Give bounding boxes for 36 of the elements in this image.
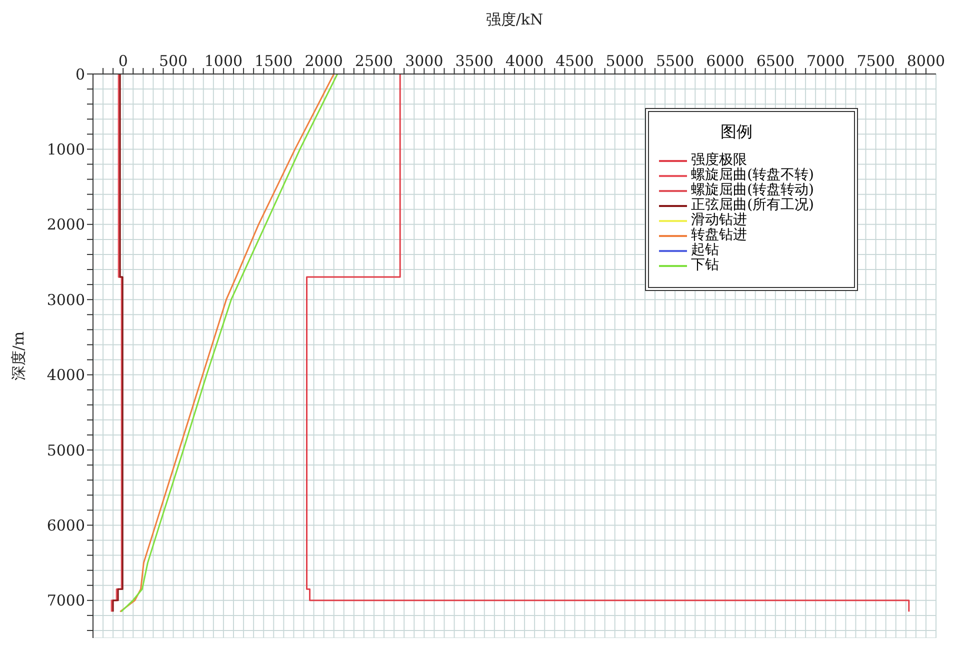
legend-label: 下钻 xyxy=(691,257,720,273)
x-tick-label: 2000 xyxy=(304,52,343,70)
legend-label: 滑动钻进 xyxy=(691,212,748,228)
x-tick-label: 6000 xyxy=(706,52,744,70)
legend-label: 螺旋屈曲(转盘转动) xyxy=(691,182,814,198)
x-tick-label: 8000 xyxy=(906,52,946,70)
y-tick-label: 7000 xyxy=(46,592,85,610)
x-tick-label: 0 xyxy=(118,52,128,70)
x-tick-label: 4000 xyxy=(505,52,544,70)
y-tick-label: 1000 xyxy=(46,140,85,159)
y-tick-label: 5000 xyxy=(46,441,85,460)
x-tick-label: 5500 xyxy=(656,52,694,70)
y-tick-label: 2000 xyxy=(46,216,85,234)
legend-label: 转盘钻进 xyxy=(691,227,748,243)
legend-label: 强度极限 xyxy=(691,152,748,168)
x-tick-label: 7000 xyxy=(806,52,845,70)
x-tick-label: 6500 xyxy=(756,52,795,70)
x-tick-label: 1000 xyxy=(204,52,243,70)
x-tick-label: 3500 xyxy=(455,52,494,70)
y-tick-label: 4000 xyxy=(46,366,85,384)
x-tick-label: 2500 xyxy=(354,52,394,70)
legend-label: 正弦屈曲(所有工况) xyxy=(691,197,814,213)
x-tick-label: 4500 xyxy=(556,52,594,70)
legend-title: 图例 xyxy=(720,122,754,143)
x-tick-label: 3000 xyxy=(405,52,444,70)
x-axis-title: 强度/kN xyxy=(486,10,544,29)
x-tick-label: 5000 xyxy=(606,52,644,70)
y-tick-label: 0 xyxy=(75,65,85,84)
x-tick-label: 1500 xyxy=(254,52,293,70)
y-tick-label: 3000 xyxy=(46,290,85,309)
y-axis-title: 深度/m xyxy=(9,331,28,381)
y-tick-label: 6000 xyxy=(46,516,85,535)
x-tick-label: 500 xyxy=(158,52,188,70)
legend-label: 起钻 xyxy=(691,242,720,258)
x-tick-label: 7500 xyxy=(856,52,895,70)
legend-label: 螺旋屈曲(转盘不转) xyxy=(691,167,814,183)
